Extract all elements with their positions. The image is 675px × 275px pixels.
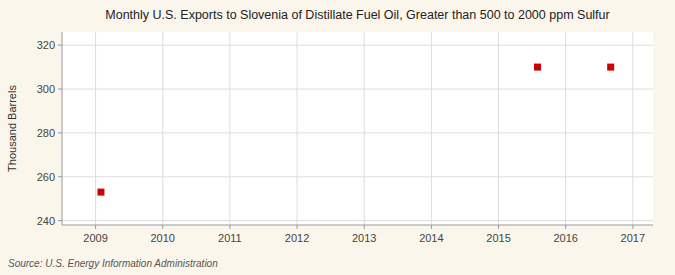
- x-tick-label: 2010: [150, 232, 174, 244]
- x-grid-line: [632, 32, 633, 225]
- y-tick-label: 260: [37, 171, 55, 183]
- y-tick: [58, 132, 62, 133]
- x-axis-line: [62, 225, 653, 226]
- x-tick: [498, 225, 499, 229]
- x-tick: [297, 225, 298, 229]
- point: [97, 189, 104, 196]
- x-tick-label: 2012: [285, 232, 309, 244]
- y-grid-line: [62, 176, 653, 177]
- y-tick: [58, 45, 62, 46]
- background: [0, 0, 675, 275]
- y-tick-label: 300: [37, 83, 55, 95]
- chart-container: 240 260 280 300 320 2009 2010 2011 2012 2013 2014 2…: [0, 0, 675, 275]
- x-tick-label: 2011: [218, 232, 242, 244]
- y-axis-line: [62, 32, 63, 225]
- y-tick: [58, 220, 62, 221]
- y-grid-line: [62, 89, 653, 90]
- axes: 240 260 280 300 320 2009 2010 2011 2012 2013 2014 2…: [37, 32, 653, 244]
- chart-svg: 240 260 280 300 320 2009 2010 2011 2012 2013 2014 2…: [0, 0, 675, 275]
- x-tick: [229, 225, 230, 229]
- y-grid-line: [62, 220, 653, 221]
- y-tick-label: 320: [37, 39, 55, 51]
- x-grid-line: [364, 32, 365, 225]
- point: [607, 64, 614, 71]
- y-axis-label: Thousand Barrels: [6, 85, 18, 172]
- x-tick: [431, 225, 432, 229]
- x-grid-line: [162, 32, 163, 225]
- x-grid-line: [95, 32, 96, 225]
- y-tick-label: 280: [37, 127, 55, 139]
- x-tick: [162, 225, 163, 229]
- title: Monthly U.S. Exports to Slovenia of Dist…: [105, 8, 609, 22]
- grid: [62, 32, 653, 225]
- y-grid-line: [62, 132, 653, 133]
- source-note: Source: U.S. Energy Information Administ…: [8, 258, 218, 269]
- point: [534, 64, 541, 71]
- plot-area: [62, 32, 653, 225]
- x-grid-line: [297, 32, 298, 225]
- points: [97, 64, 614, 196]
- x-tick: [632, 225, 633, 229]
- x-grid-line: [498, 32, 499, 225]
- x-tick: [95, 225, 96, 229]
- y-tick: [58, 89, 62, 90]
- x-tick: [364, 225, 365, 229]
- y-tick: [58, 176, 62, 177]
- x-grid-line: [565, 32, 566, 225]
- y-grid-line: [62, 45, 653, 46]
- x-tick-label: 2009: [83, 232, 107, 244]
- x-grid-line: [229, 32, 230, 225]
- y-tick-label: 240: [37, 215, 55, 227]
- x-tick: [565, 225, 566, 229]
- x-tick-label: 2017: [621, 232, 645, 244]
- x-grid-line: [431, 32, 432, 225]
- x-tick-label: 2016: [553, 232, 577, 244]
- x-tick-label: 2015: [486, 232, 510, 244]
- x-tick-label: 2013: [352, 232, 376, 244]
- x-tick-label: 2014: [419, 232, 443, 244]
